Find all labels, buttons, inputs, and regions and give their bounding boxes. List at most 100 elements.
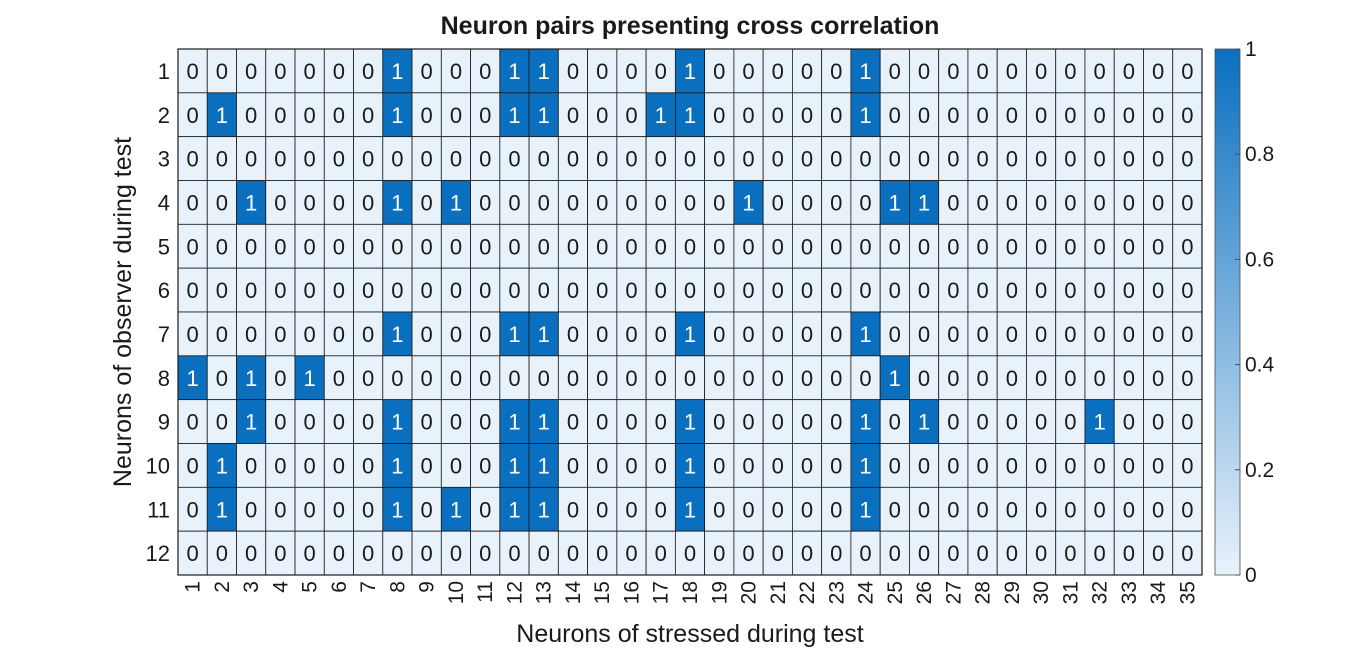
heatmap-cell (528, 443, 559, 488)
heatmap-cell (1084, 267, 1115, 313)
cell-value-label: 0 (1123, 322, 1135, 347)
cell-value-label: 0 (625, 453, 637, 478)
cell-value-label: 0 (245, 497, 257, 522)
cell-value-label: 0 (742, 497, 754, 522)
heatmap-cell (265, 399, 296, 444)
heatmap-cell (236, 267, 267, 313)
x-tick-label: 32 (1089, 581, 1112, 604)
heatmap-cell (616, 48, 647, 94)
cell-value-label: 0 (479, 497, 491, 522)
cell-value-label: 0 (216, 366, 228, 391)
cell-value-label: 0 (1035, 322, 1047, 347)
heatmap-cell (792, 223, 823, 269)
heatmap-cell (1026, 530, 1057, 576)
cell-value-label: 1 (859, 59, 871, 84)
heatmap-cell (470, 180, 501, 225)
cell-value-label: 0 (479, 410, 491, 435)
heatmap-cell (733, 223, 764, 269)
cell-value-label: 0 (889, 103, 901, 128)
cell-value-label: 0 (1064, 234, 1076, 259)
cell-value-label: 0 (801, 278, 813, 303)
cell-value-label: 0 (538, 278, 550, 303)
cell-value-label: 0 (772, 410, 784, 435)
cell-value-label: 0 (713, 322, 725, 347)
cell-value-label: 0 (1123, 278, 1135, 303)
cell-value-label: 0 (918, 278, 930, 303)
cell-value-label: 0 (216, 59, 228, 84)
heatmap-cell (792, 399, 823, 444)
cell-value-label: 0 (421, 541, 433, 566)
cell-value-label: 0 (889, 322, 901, 347)
cell-value-label: 0 (567, 278, 579, 303)
heatmap-cell (382, 223, 413, 269)
x-tick-label: 2 (211, 581, 234, 593)
heatmap-cell (294, 355, 325, 401)
cell-value-label: 0 (772, 59, 784, 84)
heatmap-cell (411, 136, 442, 181)
heatmap-cell (704, 267, 735, 313)
cell-value-label: 1 (538, 103, 550, 128)
cell-value-label: 0 (596, 278, 608, 303)
cell-value-label: 0 (187, 497, 199, 522)
cell-value-label: 0 (421, 59, 433, 84)
heatmap-cell (762, 530, 793, 576)
heatmap-cell (792, 180, 823, 225)
heatmap-cell (1113, 267, 1144, 313)
heatmap-cell (411, 311, 442, 357)
cell-value-label: 0 (187, 234, 199, 259)
cell-value-label: 0 (333, 147, 345, 172)
cell-value-label: 0 (479, 190, 491, 215)
heatmap-cell (733, 92, 764, 138)
heatmap-cell (470, 223, 501, 269)
heatmap-cell (411, 530, 442, 576)
cell-value-label: 1 (538, 59, 550, 84)
cell-value-label: 0 (187, 322, 199, 347)
plot-border (177, 48, 1203, 576)
cell-value-label: 0 (216, 541, 228, 566)
y-tick-label: 3 (158, 147, 170, 172)
cell-value-label: 0 (801, 147, 813, 172)
heatmap-cell (616, 92, 647, 138)
cell-value-label: 1 (889, 190, 901, 215)
cell-value-label: 0 (947, 410, 959, 435)
cell-value-label: 0 (245, 147, 257, 172)
cell-value-label: 0 (304, 103, 316, 128)
cell-value-label: 1 (684, 497, 696, 522)
y-tick-label: 10 (146, 453, 170, 478)
cell-value-label: 0 (450, 322, 462, 347)
cell-value-label: 0 (801, 541, 813, 566)
heatmap-cell (294, 92, 325, 138)
x-tick-label: 33 (1118, 581, 1141, 604)
cell-value-label: 1 (859, 453, 871, 478)
cell-value-label: 0 (1035, 453, 1047, 478)
cell-value-label: 0 (830, 453, 842, 478)
colorbar-tick-label: 0 (1245, 564, 1257, 587)
heatmap-cell (616, 180, 647, 225)
x-tick-label: 31 (1059, 581, 1082, 604)
heatmap-cell (294, 136, 325, 181)
cell-value-label: 0 (479, 278, 491, 303)
cell-value-label: 0 (1152, 103, 1164, 128)
cell-value-label: 0 (830, 234, 842, 259)
heatmap-cell (206, 136, 237, 181)
cell-value-label: 0 (1035, 103, 1047, 128)
cell-value-label: 0 (362, 322, 374, 347)
heatmap-cell (762, 355, 793, 401)
cell-value-label: 0 (567, 497, 579, 522)
cell-value-label: 0 (304, 497, 316, 522)
cell-value-label: 0 (889, 59, 901, 84)
heatmap-cell (323, 311, 354, 357)
x-tick-label: 21 (767, 581, 790, 604)
cell-value-label: 0 (1093, 322, 1105, 347)
cell-value-label: 0 (1064, 410, 1076, 435)
heatmap-cell (294, 486, 325, 532)
cell-value-label: 0 (713, 234, 725, 259)
cell-value-label: 0 (479, 147, 491, 172)
heatmap-cell (996, 136, 1027, 181)
cell-value-label: 0 (362, 147, 374, 172)
heatmap-cell (265, 267, 296, 313)
cell-value-label: 0 (362, 190, 374, 215)
cell-value-label: 0 (508, 278, 520, 303)
cell-value-label: 0 (274, 410, 286, 435)
